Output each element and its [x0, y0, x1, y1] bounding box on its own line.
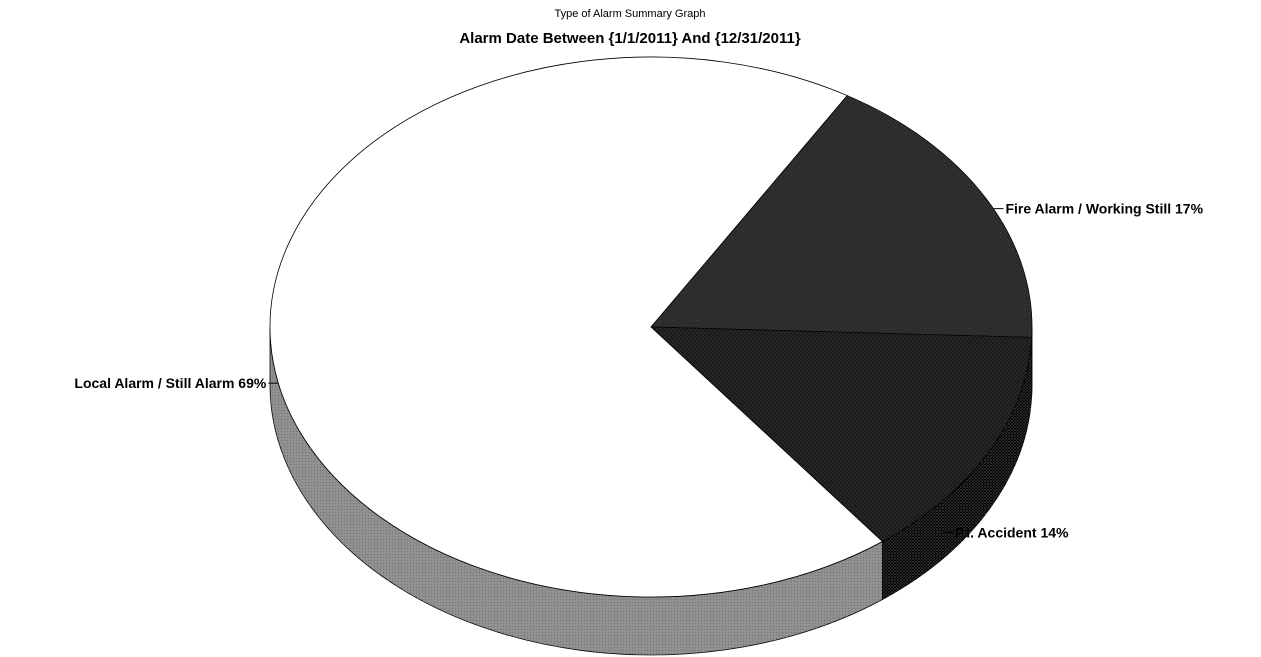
chart-title: Type of Alarm Summary Graph: [555, 8, 706, 20]
pie-top: [269, 56, 1033, 598]
slice-label-2: Local Alarm / Still Alarm 69%: [74, 375, 266, 391]
pie-slice-texture-0: [651, 95, 1032, 338]
slice-label-1: P.I. Accident 14%: [955, 524, 1069, 540]
pie-side-texture-1-0: [882, 337, 1032, 600]
pie-slice-2: [269, 56, 884, 598]
chart-subtitle: Alarm Date Between {1/1/2011} And {12/31…: [459, 30, 800, 47]
pie-slice-texture-1: [651, 327, 1032, 542]
slice-labels: Fire Alarm / Working Still 17% P.I. Accid…: [74, 201, 1203, 541]
slice-label-0: Fire Alarm / Working Still 17%: [1005, 201, 1203, 217]
pie-side-texture-2-0: [270, 327, 883, 656]
